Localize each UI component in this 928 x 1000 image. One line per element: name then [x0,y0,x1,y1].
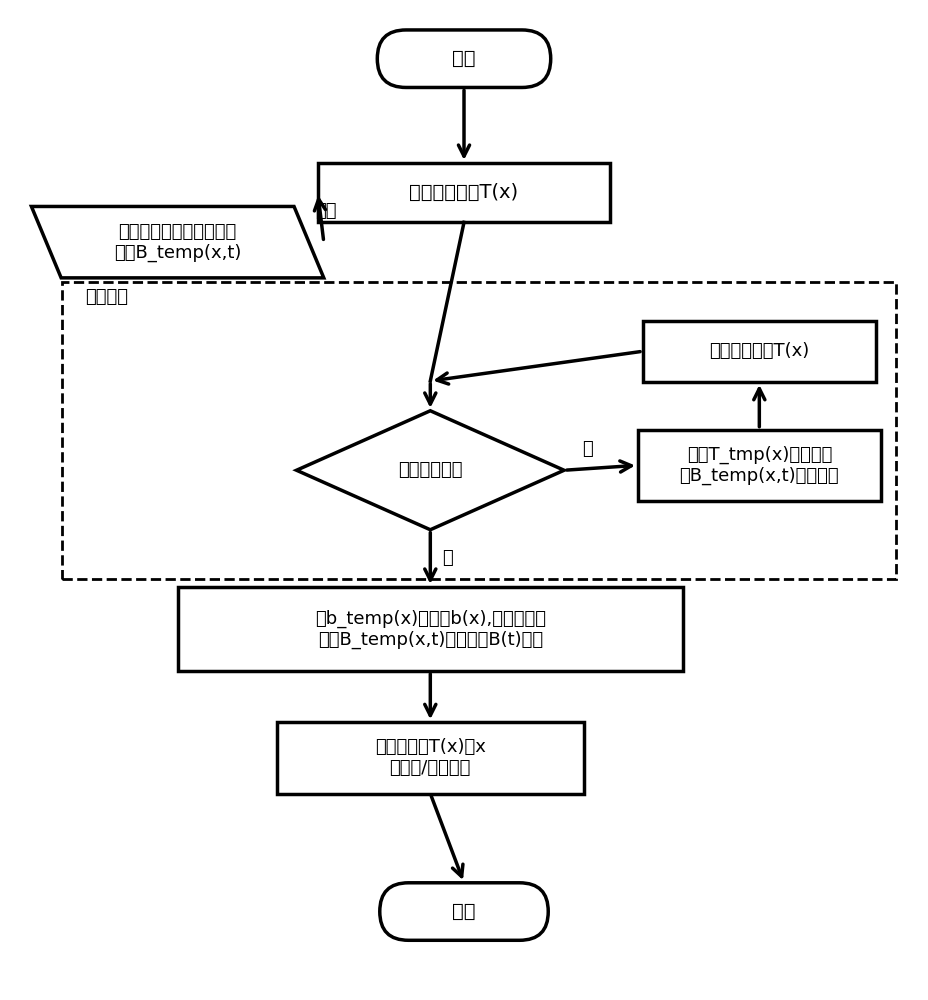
Text: 利用确定的T(x)为x
分配加/减速时间: 利用确定的T(x)为x 分配加/减速时间 [375,738,485,777]
Text: 是否成功确定: 是否成功确定 [397,461,462,479]
Bar [638,430,880,501]
Text: 更新T_tmp(x)、进而更
新B_temp(x,t)并重排之: 更新T_tmp(x)、进而更 新B_temp(x,t)并重排之 [678,446,838,485]
Text: 循环阶段: 循环阶段 [84,288,128,306]
FancyBboxPatch shape [377,30,550,87]
FancyBboxPatch shape [380,883,548,940]
Text: 否: 否 [581,440,592,458]
Text: 结束: 结束 [452,902,475,921]
Text: 将b_temp(x)改写为b(x),改写后把此
时的B_temp(x,t)作为新的B(t)上传: 将b_temp(x)改写为b(x),改写后把此 时的B_temp(x,t)作为新… [315,609,546,649]
Polygon shape [296,411,563,530]
Polygon shape [32,206,324,278]
Bar [642,321,875,382]
Text: 输入: 输入 [315,202,336,220]
Text: 初次尝试确定T(x): 初次尝试确定T(x) [409,183,518,202]
Text: 初始调度区车辆信息临时
集合B_temp(x,t): 初始调度区车辆信息临时 集合B_temp(x,t) [114,223,241,262]
Bar [177,587,682,671]
Bar [317,163,610,222]
Bar [61,282,896,579]
Text: 开始: 开始 [452,49,475,68]
Text: 是: 是 [442,549,453,567]
Text: 再次尝试确定T(x): 再次尝试确定T(x) [708,342,808,360]
Bar [277,722,584,794]
